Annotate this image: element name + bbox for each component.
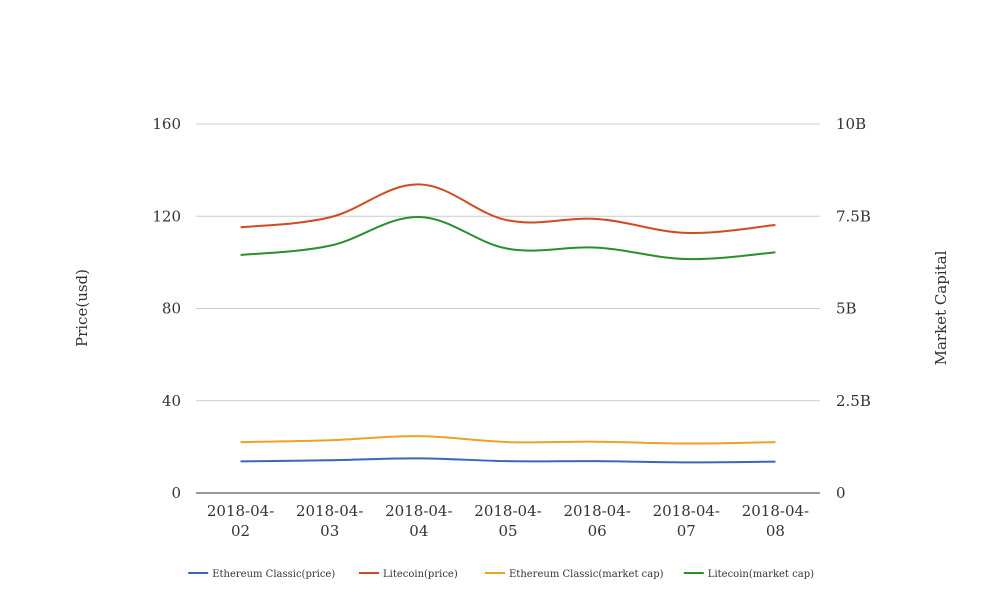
series-line-2 bbox=[240, 435, 776, 445]
right-y-tick-label: 10B bbox=[836, 115, 866, 133]
left-y-axis-ticks: 0 40 80 120 160 bbox=[152, 115, 181, 502]
left-y-tick-label: 160 bbox=[152, 115, 181, 133]
right-y-tick-label: 0 bbox=[836, 484, 846, 502]
right-y-tick-label: 7.5B bbox=[836, 207, 871, 225]
left-y-tick-label: 120 bbox=[152, 207, 181, 225]
legend: Ethereum Classic(price) Litecoin(price) Et… bbox=[188, 569, 814, 580]
legend-label-0: Ethereum Classic(price) bbox=[212, 569, 335, 580]
legend-label-3: Litecoin(market cap) bbox=[708, 569, 814, 580]
right-y-tick-label: 5B bbox=[836, 300, 857, 318]
left-y-tick-label: 0 bbox=[171, 484, 181, 502]
x-tick-label: 2018-04-07 bbox=[653, 502, 720, 540]
x-tick-label: 2018-04-05 bbox=[474, 502, 541, 540]
x-tick-label: 2018-04-04 bbox=[385, 502, 452, 540]
series-line-3 bbox=[240, 215, 776, 261]
x-tick-label: 2018-04-06 bbox=[563, 502, 630, 540]
x-tick-label: 2018-04-02 bbox=[207, 502, 274, 540]
left-y-axis-title: Price(usd) bbox=[73, 269, 91, 347]
x-tick-label: 2018-04-08 bbox=[742, 502, 809, 540]
right-y-axis-title: Market Capital bbox=[932, 250, 950, 365]
series-line-1 bbox=[240, 183, 776, 234]
left-y-tick-label: 40 bbox=[162, 392, 181, 410]
grid-lines bbox=[196, 123, 820, 494]
series-lines bbox=[240, 183, 776, 464]
legend-label-2: Ethereum Classic(market cap) bbox=[509, 569, 664, 580]
left-y-tick-label: 80 bbox=[162, 300, 181, 318]
x-axis-ticks: 2018-04-02 2018-04-03 2018-04-04 2018-04-05… bbox=[207, 502, 809, 540]
legend-label-1: Litecoin(price) bbox=[383, 569, 458, 580]
right-y-tick-label: 2.5B bbox=[836, 392, 871, 410]
x-tick-label: 2018-04-03 bbox=[296, 502, 363, 540]
series-line-0 bbox=[240, 457, 776, 464]
right-y-axis-ticks: 0 2.5B 5B 7.5B 10B bbox=[836, 115, 871, 502]
